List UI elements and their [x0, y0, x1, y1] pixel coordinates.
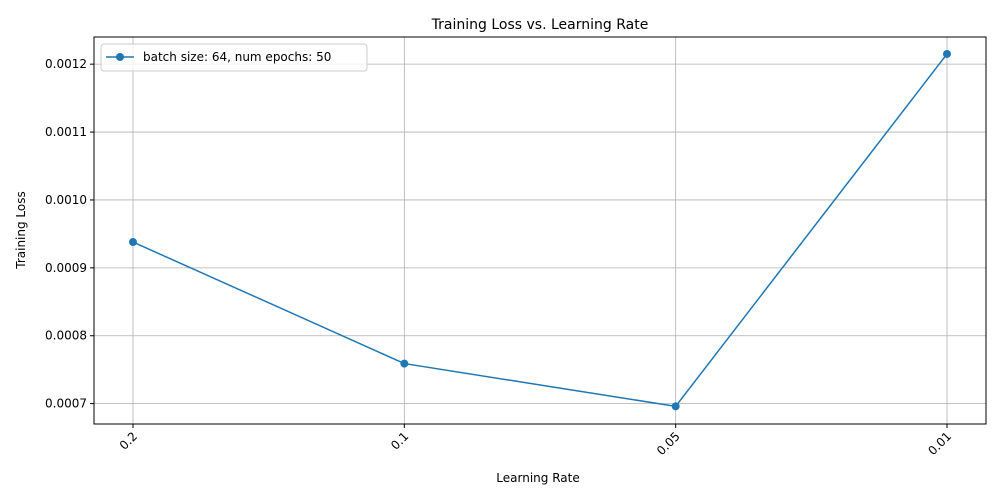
series-line: [132, 53, 948, 408]
y-tick-label: 0.0010: [45, 193, 87, 207]
legend-marker-swatch: [116, 53, 124, 61]
gridlines: [94, 37, 986, 424]
data-point: [400, 359, 409, 368]
y-tick-label: 0.0007: [45, 397, 87, 411]
legend-box: [100, 43, 368, 72]
chart-title: Training Loss vs. Learning Rate: [431, 17, 649, 33]
y-axis-ticks: 0.0007 0.0008 0.0009 0.0010 0.0011 0.0012: [45, 57, 94, 411]
y-tick-label: 0.0011: [45, 125, 87, 139]
y-axis-label: Training Loss: [14, 191, 28, 269]
plot-area-frame: [93, 36, 987, 425]
data-point: [129, 238, 137, 247]
data-point: [671, 402, 680, 411]
legend-entry-label: batch size: 64, num epochs: 50: [143, 50, 331, 64]
y-tick-label: 0.0009: [45, 261, 87, 275]
y-tick-label: 0.0008: [45, 329, 87, 343]
data-point: [943, 49, 951, 58]
x-axis-label: Learning Rate: [496, 471, 579, 485]
series-group: [129, 49, 951, 411]
y-tick-label: 0.0012: [45, 57, 87, 71]
legend: batch size: 64, num epochs: 50: [100, 43, 368, 72]
